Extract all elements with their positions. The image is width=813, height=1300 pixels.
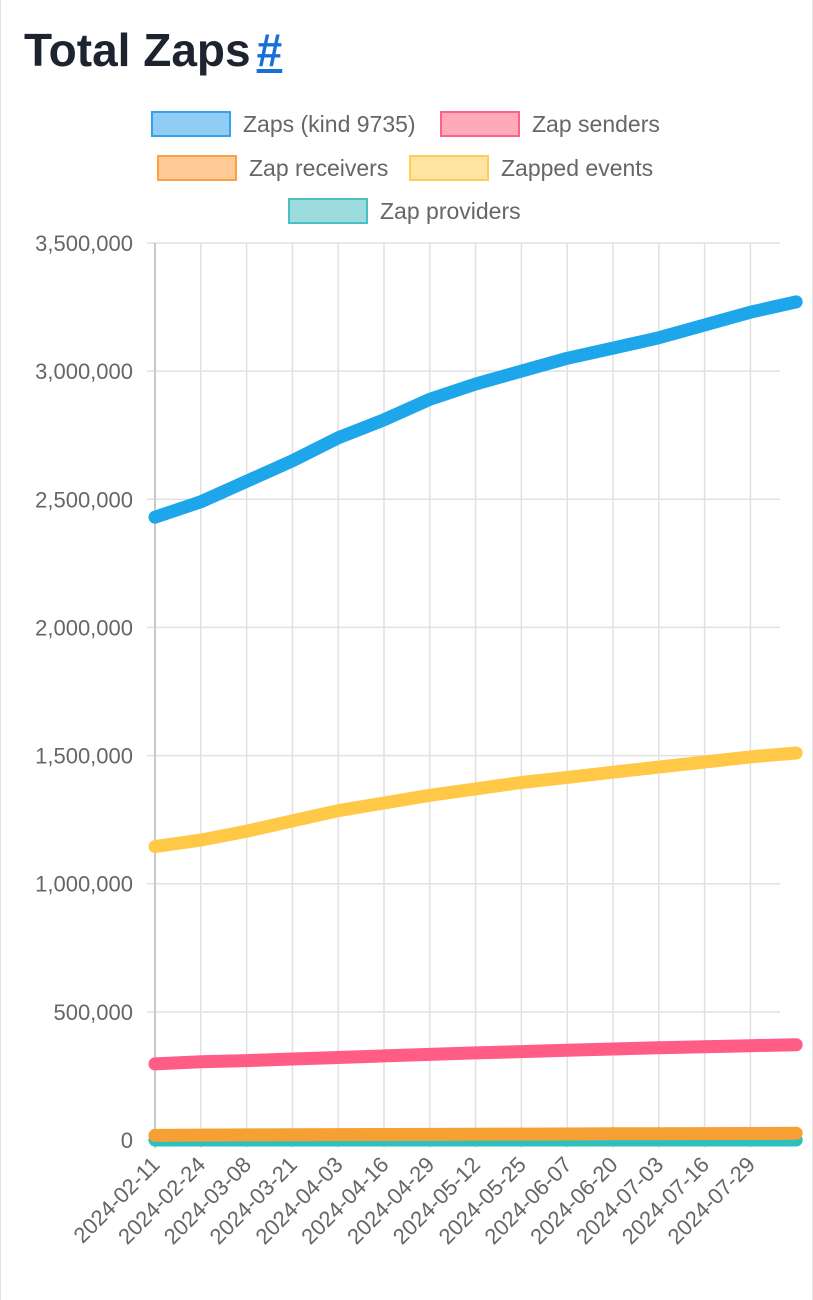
- data-point: [652, 331, 665, 344]
- legend-label: Zap receivers: [249, 155, 388, 181]
- y-tick-label: 3,000,000: [35, 359, 133, 384]
- legend-item[interactable]: Zap receivers: [157, 155, 388, 181]
- data-point: [607, 342, 619, 355]
- data-point: [332, 804, 345, 817]
- data-point: [286, 1128, 299, 1141]
- legend-swatch: [151, 111, 231, 137]
- data-point: [744, 306, 757, 319]
- legend-item[interactable]: Zap senders: [440, 111, 660, 137]
- data-point: [149, 1057, 161, 1070]
- data-point: [469, 1046, 482, 1059]
- data-point: [698, 319, 711, 332]
- data-point: [286, 454, 299, 467]
- data-point: [561, 1044, 574, 1057]
- data-point: [469, 1128, 482, 1141]
- data-point: [790, 747, 803, 760]
- y-tick-label: 2,500,000: [35, 487, 133, 512]
- legend-item[interactable]: Zapped events: [409, 155, 653, 181]
- data-point: [286, 814, 299, 827]
- data-point: [423, 393, 436, 406]
- data-point: [607, 1043, 619, 1056]
- data-point: [423, 1128, 436, 1141]
- legend-label: Zaps (kind 9735): [243, 111, 416, 137]
- data-point: [561, 1127, 574, 1140]
- data-point: [378, 796, 390, 809]
- data-point: [378, 413, 390, 426]
- data-point: [515, 1045, 528, 1058]
- data-point: [561, 352, 574, 365]
- legend-swatch: [440, 111, 520, 137]
- legend-swatch: [157, 155, 237, 181]
- y-tick-label: 500,000: [53, 1000, 133, 1025]
- data-point: [378, 1049, 390, 1062]
- data-point: [240, 475, 253, 488]
- y-tick-label: 1,500,000: [35, 744, 133, 769]
- y-tick-label: 2,000,000: [35, 615, 133, 640]
- data-point: [149, 1129, 161, 1142]
- data-point: [332, 431, 345, 444]
- data-point: [561, 771, 574, 784]
- legend-label: Zap senders: [532, 111, 660, 137]
- data-point: [469, 377, 482, 390]
- legend-swatch: [288, 198, 368, 224]
- data-point: [286, 1053, 299, 1066]
- data-point: [194, 1129, 207, 1142]
- legend-swatch: [409, 155, 489, 181]
- y-axis-ticks: 0 500,000 1,000,000 1,500,000 2,000,000 2,500…: [35, 231, 133, 1153]
- data-point: [744, 1039, 757, 1052]
- data-point: [194, 834, 207, 847]
- series-lines: [148, 295, 803, 1147]
- data-point: [194, 495, 207, 508]
- y-tick-label: 0: [121, 1128, 133, 1153]
- data-point: [194, 1055, 207, 1068]
- data-point: [790, 1038, 803, 1051]
- legend-item[interactable]: Zaps (kind 9735): [151, 111, 416, 137]
- data-point: [744, 750, 757, 763]
- grid-lines: [147, 242, 780, 1148]
- data-point: [652, 1127, 665, 1140]
- legend-label: Zapped events: [501, 155, 653, 181]
- legend-label: Zap providers: [380, 198, 521, 224]
- data-point: [515, 1128, 528, 1141]
- data-point: [469, 782, 482, 795]
- data-point: [790, 1127, 803, 1140]
- data-point: [149, 511, 161, 524]
- data-point: [790, 295, 803, 308]
- data-point: [423, 1048, 436, 1061]
- y-tick-label: 3,500,000: [35, 231, 133, 256]
- data-point: [515, 776, 528, 789]
- data-point: [332, 1128, 345, 1141]
- data-point: [332, 1051, 345, 1064]
- data-point: [607, 1127, 619, 1140]
- x-axis-ticks: 2024-02-112024-02-242024-03-082024-03-21…: [68, 1152, 760, 1249]
- anchor-link[interactable]: #: [256, 24, 283, 76]
- data-point: [698, 755, 711, 768]
- page-title: Total Zaps #: [24, 24, 283, 76]
- data-point: [652, 761, 665, 774]
- legend: Zaps (kind 9735) Zap senders Zap receivers…: [151, 111, 660, 224]
- legend-item[interactable]: Zap providers: [288, 198, 521, 224]
- data-point: [607, 766, 619, 779]
- data-point: [744, 1127, 757, 1140]
- y-tick-label: 1,000,000: [35, 872, 133, 897]
- data-point: [149, 840, 161, 853]
- data-point: [240, 1128, 253, 1141]
- data-point: [515, 365, 528, 378]
- data-point: [240, 825, 253, 838]
- data-point: [378, 1128, 390, 1141]
- data-point: [698, 1127, 711, 1140]
- data-point: [698, 1040, 711, 1053]
- data-point: [423, 789, 436, 802]
- data-point: [240, 1054, 253, 1067]
- data-point: [652, 1041, 665, 1054]
